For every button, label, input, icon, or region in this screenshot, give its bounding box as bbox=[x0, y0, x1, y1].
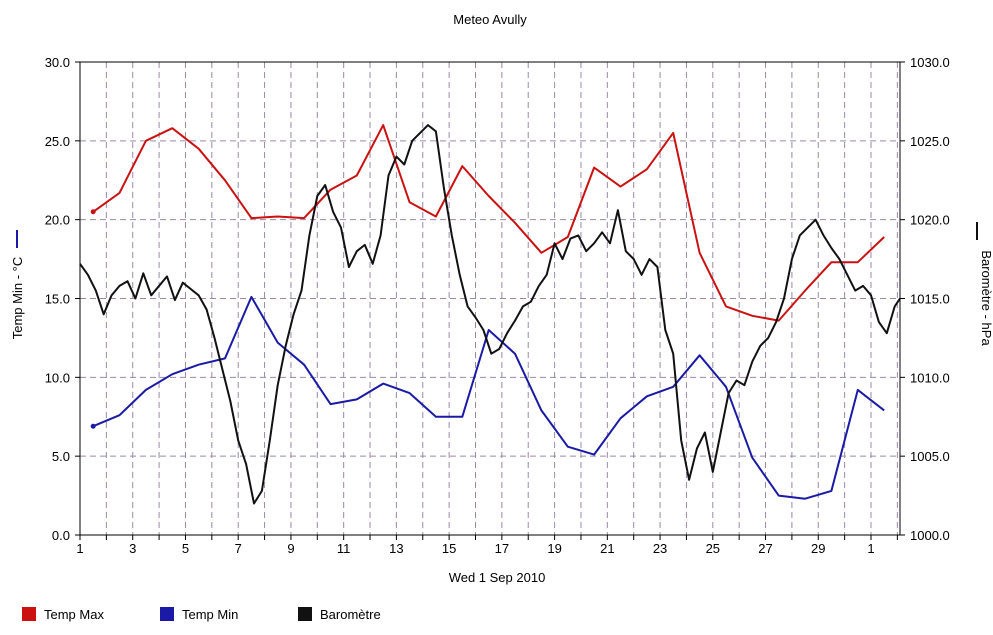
x-tick-label: 25 bbox=[706, 541, 720, 556]
chart-title: Meteo Avully bbox=[453, 12, 527, 27]
series-line-temp-max bbox=[92, 124, 885, 322]
legend-swatch bbox=[22, 607, 36, 621]
x-tick-label: 19 bbox=[547, 541, 561, 556]
legend-label: Temp Min bbox=[182, 607, 238, 622]
x-tick-label: 21 bbox=[600, 541, 614, 556]
x-tick-label: 9 bbox=[287, 541, 294, 556]
legend-label: Baromètre bbox=[320, 607, 381, 622]
y-axis-right-title: Baromètre - hPa bbox=[979, 250, 993, 346]
x-tick-label: 11 bbox=[337, 541, 351, 556]
y-left-tick-label: 25.0 bbox=[45, 134, 70, 149]
x-tick-label: 1 bbox=[76, 541, 83, 556]
x-tick-label: 23 bbox=[653, 541, 667, 556]
y-right-tick-label: 1010.0 bbox=[910, 370, 950, 385]
x-tick-label: 15 bbox=[442, 541, 456, 556]
series-line-barom-tre bbox=[79, 124, 901, 505]
y-right-tick-label: 1030.0 bbox=[910, 55, 950, 70]
y-axis-right-title-group: Baromètre - hPa bbox=[979, 250, 993, 346]
y-left-tick-label: 15.0 bbox=[45, 292, 70, 307]
y-left-tick-label: 30.0 bbox=[45, 55, 70, 70]
x-tick-label: 27 bbox=[758, 541, 772, 556]
y-right-tick-label: 1020.0 bbox=[910, 213, 950, 228]
y-right-tick-label: 1015.0 bbox=[910, 292, 950, 307]
legend-swatch bbox=[160, 607, 174, 621]
legend-swatch bbox=[298, 607, 312, 621]
series-line-temp-min bbox=[92, 295, 885, 500]
y-right-tick-label: 1005.0 bbox=[910, 449, 950, 464]
grid bbox=[79, 62, 900, 535]
x-tick-label: 7 bbox=[235, 541, 242, 556]
x-tick-label: 3 bbox=[129, 541, 136, 556]
x-tick-label: 29 bbox=[811, 541, 825, 556]
y-right-tick-label: 1000.0 bbox=[910, 528, 950, 543]
y-axis-left-title: Temp Min - °C bbox=[10, 257, 25, 340]
x-tick-label: 17 bbox=[495, 541, 509, 556]
y-left-tick-label: 5.0 bbox=[52, 449, 70, 464]
axes-layer: 1 3 5 7 9 11 13 15 17 19 21 23 25 27 29 10.05.010.015.0… bbox=[16, 55, 978, 556]
y-left-tick-label: 10.0 bbox=[45, 370, 70, 385]
series-start-point bbox=[90, 209, 96, 215]
y-right-tick-label: 1025.0 bbox=[910, 134, 950, 149]
x-axis-title: Wed 1 Sep 2010 bbox=[449, 570, 546, 585]
series-layer bbox=[79, 124, 901, 505]
y-axis-left-title-group: Temp Min - °C bbox=[10, 257, 25, 340]
y-left-tick-label: 0.0 bbox=[52, 528, 70, 543]
y-left-tick-label: 20.0 bbox=[45, 213, 70, 228]
series-start-point bbox=[90, 423, 96, 429]
x-tick-label: 5 bbox=[182, 541, 189, 556]
x-tick-label: 1 bbox=[867, 541, 874, 556]
legend-label: Temp Max bbox=[44, 607, 104, 622]
legend: Temp Max Temp Min Baromètre bbox=[22, 607, 381, 622]
x-tick-label: 13 bbox=[389, 541, 403, 556]
